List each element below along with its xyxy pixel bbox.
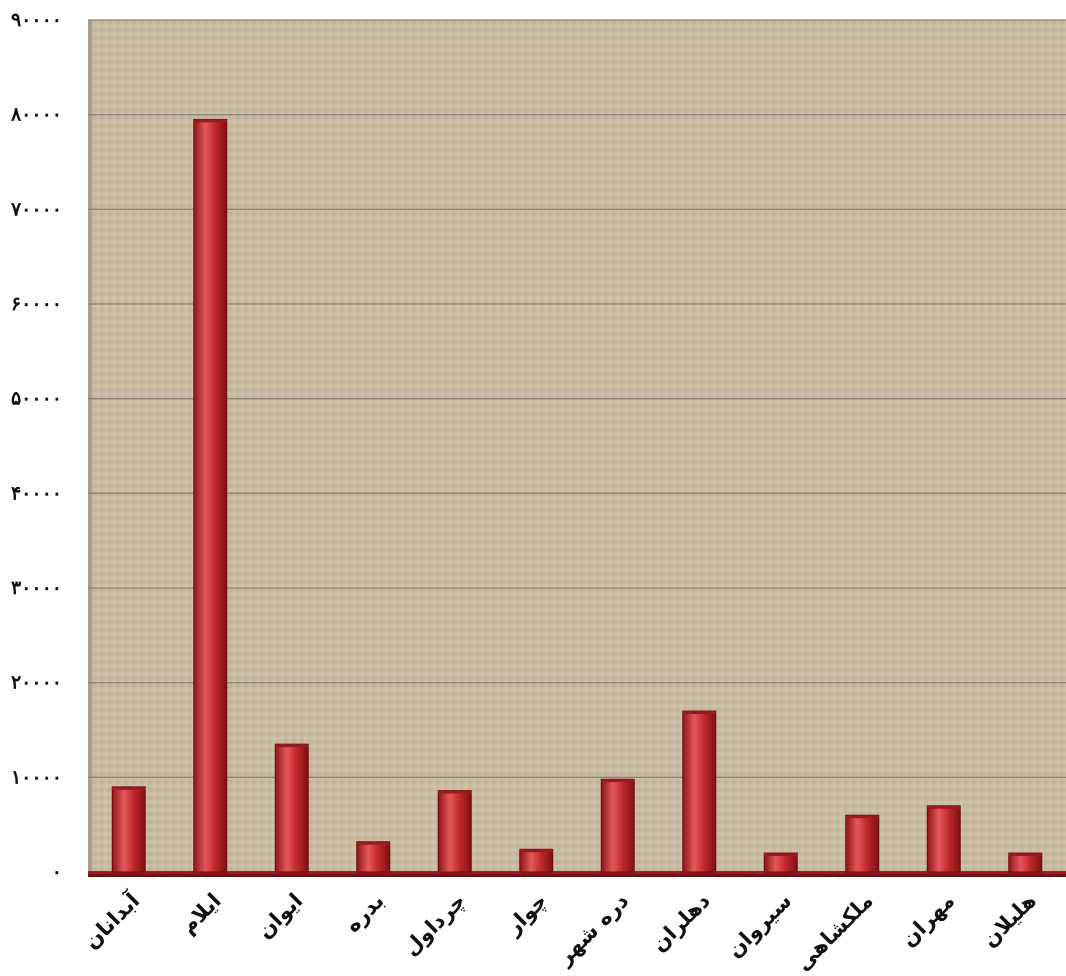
bar-top	[275, 744, 309, 748]
x-tick-label: چوار	[500, 889, 551, 940]
y-tick-label: ۵۰۰۰۰	[11, 388, 62, 410]
bar	[193, 118, 228, 873]
bar	[111, 786, 146, 873]
y-tick-label: ۷۰۰۰۰	[10, 198, 62, 220]
bar-top	[112, 786, 146, 790]
plot-area	[88, 20, 1066, 872]
bar-top	[438, 790, 472, 794]
x-tick-label: آبدانان	[78, 887, 144, 953]
bar-top	[682, 711, 716, 715]
chart-floor	[88, 871, 1066, 877]
y-tick-label: ۱۰۰۰۰	[11, 766, 62, 788]
x-tick-label: سیروان	[722, 889, 796, 963]
x-tick-label: دهلران	[647, 888, 715, 956]
bar	[600, 778, 635, 873]
bar-top	[356, 841, 390, 845]
plot-left-wall	[88, 20, 92, 872]
bar	[926, 805, 961, 873]
bar	[682, 710, 717, 873]
y-tick-label: ۸۰۰۰۰	[10, 104, 62, 126]
bar-top	[927, 805, 961, 809]
bar	[519, 848, 554, 873]
bar-top	[601, 779, 635, 783]
y-tick-label: ۲۰۰۰۰	[11, 672, 62, 694]
x-tick-label: ملکشاهی	[791, 889, 878, 976]
x-tick-label: دره شهر	[552, 888, 634, 970]
bar-top	[764, 853, 798, 857]
x-tick-label: ایلام	[176, 889, 226, 939]
bar	[274, 743, 309, 873]
y-axis-tick-labels: ۰ ۱۰۰۰۰ ۲۰۰۰۰ ۳۰۰۰۰ ۴۰۰۰۰ ۵۰۰۰۰ ۶۰۰۰۰ ۷۰۰۰۰ ۸۰۰۰…	[10, 9, 62, 883]
bar-top	[1008, 853, 1042, 857]
bar	[845, 814, 880, 873]
bar-top	[519, 849, 553, 853]
x-tick-label: ایوان	[253, 889, 308, 944]
bar	[356, 841, 391, 873]
y-tick-label: ۳۰۰۰۰	[11, 577, 62, 599]
bar	[437, 790, 472, 873]
bar-top	[845, 815, 879, 819]
x-tick-label: چرداول	[399, 889, 471, 961]
x-axis-tick-labels: آبدانان ایلام ایوان بدره چرداول چوار دره شهر ده…	[78, 887, 1040, 975]
y-tick-label: ۰	[52, 861, 62, 883]
gridlines	[88, 19, 1066, 778]
y-tick-label: ۹۰۰۰۰	[11, 9, 62, 31]
bar-top	[193, 119, 227, 123]
y-tick-label: ۴۰۰۰۰	[11, 482, 62, 504]
y-tick-label: ۶۰۰۰۰	[11, 293, 62, 315]
x-tick-label: بدره	[340, 889, 388, 937]
bars	[111, 118, 1043, 873]
x-tick-label: مهران	[896, 889, 959, 952]
x-tick-label: هلیلان	[977, 889, 1040, 952]
